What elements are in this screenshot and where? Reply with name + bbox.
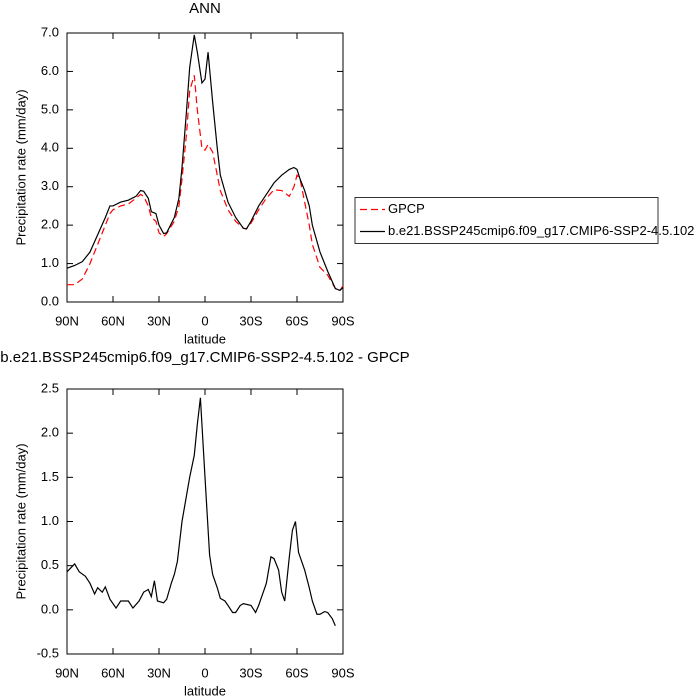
- data-line: [66, 397, 336, 626]
- x-tick-label: 0: [201, 313, 208, 328]
- x-tick-label: 90S: [331, 313, 354, 328]
- y-tick-label: 0.5: [41, 557, 59, 572]
- y-tick-label: 0.0: [41, 293, 59, 308]
- chart-title: ANN: [189, 0, 221, 17]
- y-tick-label: 2.5: [41, 380, 59, 395]
- x-tick-label: 60S: [285, 313, 308, 328]
- y-tick-label: 2.0: [41, 217, 59, 232]
- x-tick-label: 60S: [285, 665, 308, 680]
- x-tick-label: 60N: [101, 313, 125, 328]
- y-tick-label: 5.0: [41, 101, 59, 116]
- x-tick-label: 90N: [55, 665, 79, 680]
- y-tick-label: 0.0: [41, 601, 59, 616]
- x-axis-label: latitude: [184, 331, 226, 346]
- legend-box: [354, 197, 659, 244]
- x-axis-label: latitude: [184, 683, 226, 698]
- y-tick-label: -0.5: [37, 645, 59, 660]
- legend-label: GPCP: [388, 201, 425, 216]
- x-tick-label: 90N: [55, 313, 79, 328]
- x-tick-label: 30S: [239, 313, 262, 328]
- y-tick-label: 7.0: [41, 24, 59, 39]
- x-tick-label: 90S: [331, 665, 354, 680]
- y-tick-label: 3.0: [41, 178, 59, 193]
- data-line: [67, 75, 344, 292]
- chart-title: b.e21.BSSP245cmip6.f09_g17.CMIP6-SSP2-4.…: [0, 349, 409, 366]
- x-tick-label: 0: [201, 665, 208, 680]
- plot-frame: [66, 32, 344, 303]
- y-tick-label: 6.0: [41, 63, 59, 78]
- x-tick-label: 30S: [239, 665, 262, 680]
- x-tick-label: 30N: [147, 313, 171, 328]
- y-axis-label: Precipitation rate (mm/day): [13, 89, 28, 245]
- y-tick-label: 1.5: [41, 469, 59, 484]
- y-axis-label: Precipitation rate (mm/day): [13, 443, 28, 599]
- x-tick-label: 30N: [147, 665, 171, 680]
- y-tick-label: 1.0: [41, 255, 59, 270]
- y-tick-label: 4.0: [41, 140, 59, 155]
- x-tick-label: 60N: [101, 665, 125, 680]
- legend-label: b.e21.BSSP245cmip6.f09_g17.CMIP6-SSP2-4.…: [388, 223, 694, 238]
- y-tick-label: 2.0: [41, 425, 59, 440]
- data-line: [66, 34, 344, 292]
- y-tick-label: 1.0: [41, 513, 59, 528]
- plot-frame: [66, 388, 344, 655]
